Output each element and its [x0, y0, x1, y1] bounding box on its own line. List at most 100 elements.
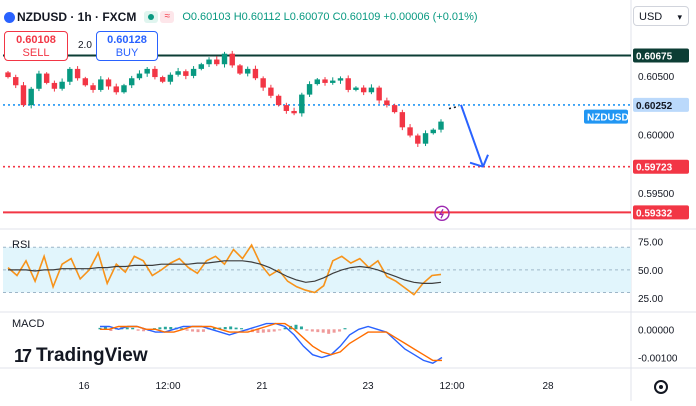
arrowhead-left [469, 161, 484, 168]
change-value: +0.00006 (+0.01%) [383, 11, 478, 23]
sell-button[interactable]: 0.60108 SELL [4, 31, 68, 61]
candle-body [113, 86, 119, 93]
currency-select[interactable]: USD ▾ [633, 6, 689, 26]
macd-hist-bar [305, 329, 309, 331]
macd-hist-bar [109, 329, 113, 331]
macd-hist-bar [229, 326, 233, 330]
price-tag-label: 0.59332 [636, 208, 673, 219]
macd-hist-bar [223, 327, 227, 330]
candle-body [384, 100, 390, 106]
candle-body [36, 73, 42, 89]
high-value: H0.60112 [233, 11, 281, 23]
buy-button[interactable]: 0.60128 BUY [96, 31, 158, 61]
gear-icon[interactable] [654, 380, 668, 394]
candle-body [337, 78, 344, 81]
macd-tick-label: -0.00100 [638, 354, 678, 365]
candle-body [214, 59, 220, 65]
symbol-title[interactable]: NZDUSD · 1h · FXCM [17, 10, 137, 24]
rsi-tick-label: 25.00 [638, 294, 663, 305]
buy-label: BUY [115, 47, 139, 59]
macd-hist-bar [125, 327, 129, 330]
candle-body [43, 73, 50, 83]
eye-icon[interactable] [144, 11, 159, 23]
macd-hist-bar [283, 327, 287, 330]
price-tag-bg [633, 205, 689, 220]
macd-hist-bar [321, 329, 325, 333]
ohlc-readout: O0.60103 H0.60112 L0.60070 C0.60109 +0.0… [182, 11, 477, 23]
macd-hist-bar [316, 329, 320, 333]
candle-body [376, 87, 382, 101]
candle-body [28, 88, 34, 106]
wave-icon[interactable]: ≈ [160, 11, 175, 23]
candle-body [198, 64, 205, 69]
candle-body [98, 79, 104, 90]
time-tick-label: 21 [256, 381, 268, 392]
candle-body [167, 74, 174, 82]
candle-body [144, 68, 150, 74]
macd-hist-bar [278, 329, 282, 331]
macd-hist-bar [180, 328, 184, 330]
macd-hist-bar [332, 329, 336, 333]
price-tick-label: 0.59500 [638, 189, 675, 200]
candle-body [105, 79, 112, 87]
tv-mark-icon: 17 [14, 345, 32, 366]
candle-body [283, 105, 290, 111]
rsi-tick-label: 75.00 [638, 238, 663, 249]
price-tag-label: 0.60252 [636, 101, 673, 112]
price-tick-label: 0.60500 [638, 72, 675, 83]
macd-hist-bar [158, 327, 162, 330]
lightning-icon [434, 205, 450, 222]
arrowhead-right [482, 154, 489, 168]
macd-hist-bar [294, 324, 298, 330]
macd-hist-bar [327, 329, 331, 334]
tradingview-logo[interactable]: 17 TradingView [14, 345, 148, 367]
candle-body [244, 68, 251, 74]
candle-body [407, 127, 413, 136]
rsi-ma-line [8, 260, 442, 284]
candle-body [330, 80, 336, 83]
candle-body [121, 85, 127, 93]
chart-header: NZDUSD · 1h · FXCM ≈ O0.60103 H0.60112 L… [4, 8, 478, 26]
macd-title: MACD [12, 318, 44, 330]
price-tick-label: 0.60000 [638, 130, 675, 141]
macd-hist-bar [267, 329, 271, 333]
macd-hist-bar [169, 327, 173, 330]
candle-body [229, 53, 235, 66]
candle-body [306, 84, 313, 95]
projection-arrow [460, 104, 484, 168]
projection-dots [448, 105, 460, 110]
candle-body [51, 82, 58, 89]
candle-body [314, 79, 320, 85]
brand-label: TradingView [36, 345, 148, 366]
macd-hist-bar [196, 329, 200, 333]
macd-hist-bar [310, 329, 314, 332]
spread-value: 2.0 [78, 40, 92, 51]
low-value: L0.60070 [283, 11, 330, 23]
price-tag-bg [633, 159, 689, 174]
globe-icon [4, 11, 15, 23]
candle-body [159, 77, 166, 82]
open-value: O0.60103 [182, 11, 231, 23]
candle-body [268, 87, 274, 96]
candle-body [183, 71, 189, 76]
candle-body [221, 53, 228, 65]
candle-body [237, 65, 243, 74]
candle-body [415, 135, 421, 144]
currency-value: USD [639, 11, 663, 23]
macd-hist-bar [103, 327, 107, 330]
time-tick-label: 12:00 [439, 381, 464, 392]
rsi-title: RSI [12, 239, 30, 251]
close-value: C0.60109 [332, 11, 381, 23]
candle-body [291, 110, 297, 114]
macd-hist-bar [240, 328, 244, 330]
sell-price: 0.60108 [16, 34, 56, 46]
time-tick-label: 16 [78, 381, 90, 392]
macd-hist-bar [234, 327, 238, 330]
macd-hist-bar [272, 329, 276, 332]
candle-body [299, 94, 305, 114]
price-tag-bg [633, 48, 689, 63]
macd-hist-bar [136, 329, 140, 331]
candle-body [368, 87, 375, 93]
candle-body [82, 78, 89, 86]
